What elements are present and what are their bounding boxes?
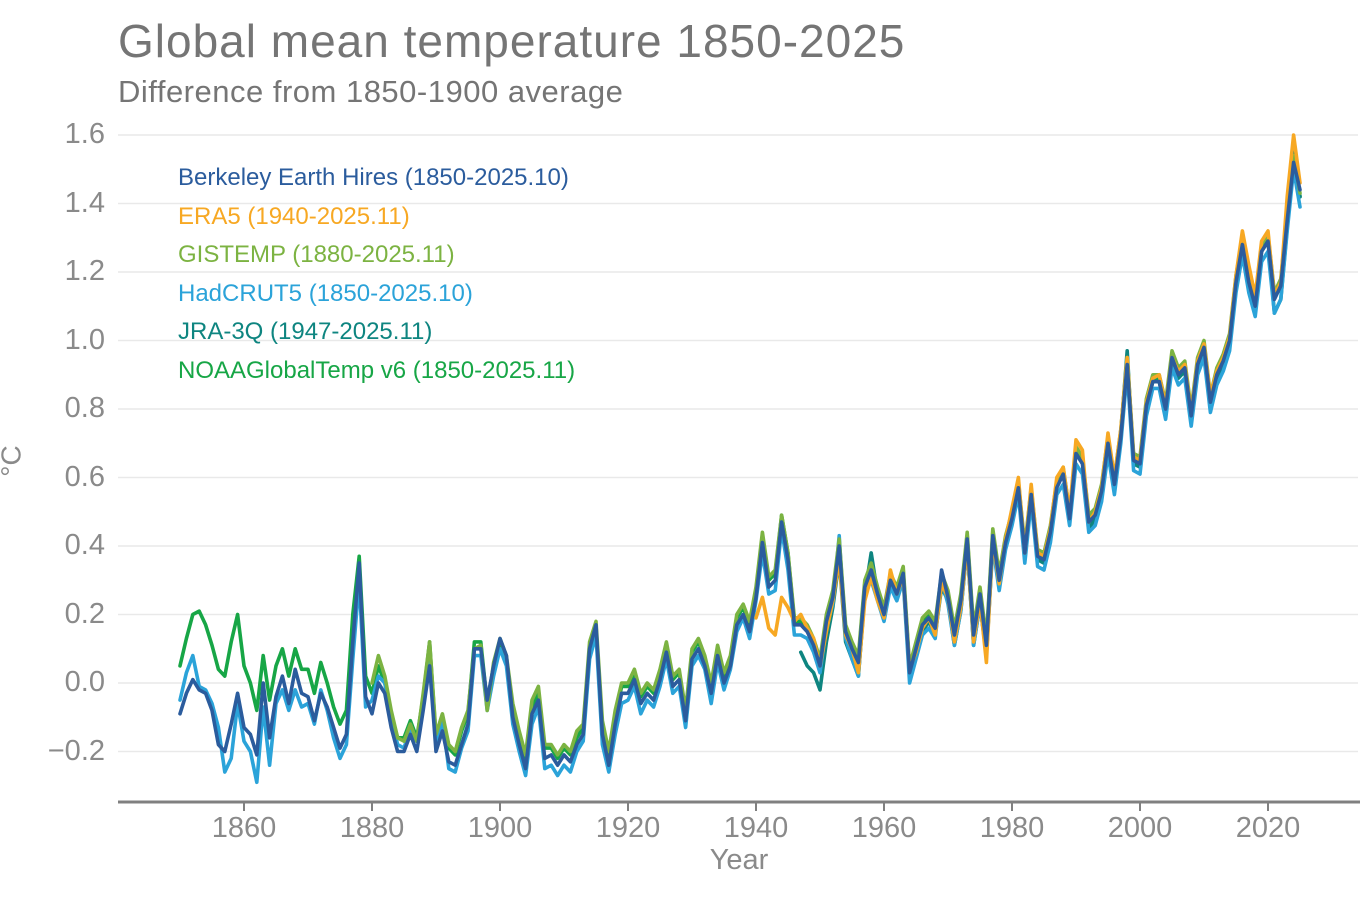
x-tick-label: 1860 <box>211 812 277 844</box>
y-tick-label: 0.0 <box>64 666 105 698</box>
y-tick-label: 1.2 <box>64 255 105 287</box>
y-tick-label: 0.2 <box>64 597 105 630</box>
chart-subtitle: Difference from 1850-1900 average <box>118 74 624 109</box>
legend: Berkeley Earth Hires (1850-2025.10) ERA5… <box>178 159 575 390</box>
x-tick-label: 1980 <box>979 812 1045 844</box>
x-tick-label: 1900 <box>467 812 533 844</box>
series-line-hadcrut5 <box>178 167 1302 785</box>
x-tick-label: 1880 <box>339 812 405 844</box>
series-line-era5 <box>754 133 1302 675</box>
x-axis-title: Year <box>709 844 769 876</box>
x-tick-label: 1940 <box>723 812 789 844</box>
legend-item-noaaglobaltemp: NOAAGlobalTemp v6 (1850-2025.11) <box>178 356 576 384</box>
x-tick-label: 1920 <box>595 812 661 844</box>
y-tick-label: 0.4 <box>64 529 105 561</box>
series-line-jra-3q <box>798 146 1302 692</box>
legend-item-gistemp: GISTEMP (1880-2025.11) <box>178 241 455 268</box>
y-tick-label: 0.6 <box>64 460 105 493</box>
legend-item-hadcrut5: HadCRUT5 (1850-2025.10) <box>178 279 473 307</box>
y-tick-label: 0.8 <box>64 392 105 424</box>
y-tick-label: 1.0 <box>64 323 105 356</box>
legend-item-era5: ERA5 (1940-2025.11) <box>178 202 410 230</box>
series-line-berkeley-earth <box>178 160 1302 771</box>
chart-title: Global mean temperature 1850-2025 <box>118 15 906 67</box>
y-tick-label: −0.2 <box>47 734 105 767</box>
x-tick-label: 2000 <box>1107 812 1173 844</box>
x-tick-label: 2020 <box>1235 812 1301 844</box>
legend-item-berkeley-earth: Berkeley Earth Hires (1850-2025.10) <box>178 164 569 191</box>
x-tick-label: 1960 <box>851 812 917 844</box>
legend-item-jra-3q: JRA-3Q (1947-2025.11) <box>178 318 433 345</box>
y-tick-label: 1.6 <box>64 118 105 150</box>
y-axis-title: °C <box>0 445 27 477</box>
y-tick-label: 1.4 <box>64 186 105 219</box>
